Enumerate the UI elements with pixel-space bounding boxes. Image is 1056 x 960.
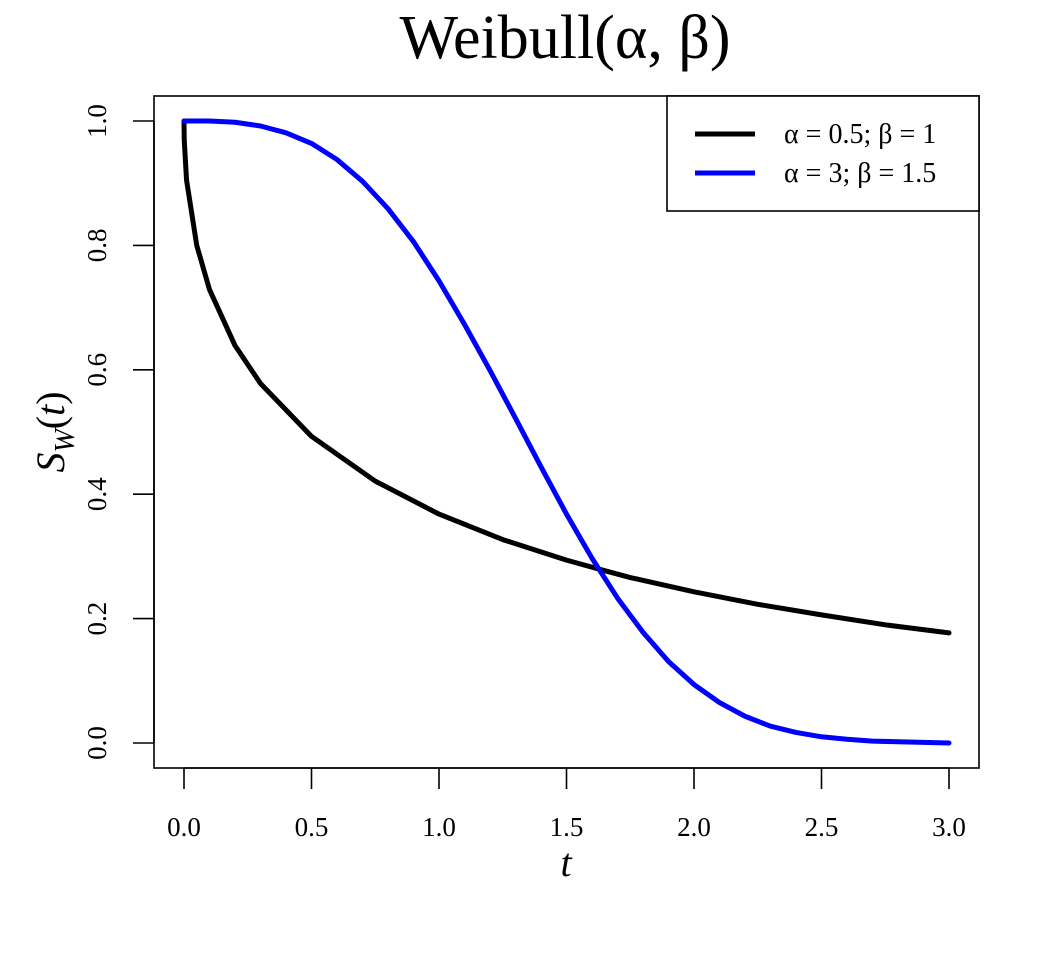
- y-axis-label: SW(t): [28, 391, 81, 472]
- x-axis: 0.0 0.5 1.0 1.5 2.0 2.5 3.0: [167, 767, 966, 842]
- x-tick-label: 2.0: [677, 812, 711, 842]
- y-axis-label-open: (: [28, 416, 73, 429]
- series-line-1: [181, 118, 952, 636]
- x-tick-label: 0.0: [167, 812, 201, 842]
- x-axis-label: t: [560, 840, 572, 885]
- x-tick-label: 0.5: [295, 812, 329, 842]
- y-axis: 0.0 0.2 0.4 0.6 0.8 1.0: [82, 104, 155, 760]
- x-tick-label: 1.5: [550, 812, 584, 842]
- y-tick-label: 0.8: [82, 229, 112, 263]
- y-tick-label: 0.2: [82, 602, 112, 636]
- legend-box: [666, 95, 980, 212]
- y-tick-label: 0.4: [82, 477, 112, 511]
- y-axis-label-sub: W: [50, 427, 81, 453]
- y-axis-label-main: S: [28, 453, 73, 473]
- legend-label-2: α = 3; β = 1.5: [784, 158, 936, 189]
- y-tick-label: 0.6: [82, 353, 112, 387]
- series-line-2: [181, 118, 952, 746]
- y-axis-label-arg: t: [28, 404, 73, 416]
- y-axis-label-close: ): [28, 391, 73, 404]
- y-tick-label: 0.0: [82, 726, 112, 760]
- chart-title: Weibull(α, β): [399, 4, 730, 72]
- x-tick-label: 1.0: [422, 812, 456, 842]
- x-tick-label: 3.0: [932, 812, 966, 842]
- legend: α = 0.5; β = 1 α = 3; β = 1.5: [666, 95, 980, 212]
- y-tick-label: 1.0: [82, 104, 112, 138]
- series-group: [181, 118, 952, 746]
- x-tick-label: 2.5: [805, 812, 839, 842]
- legend-label-1: α = 0.5; β = 1: [784, 119, 936, 150]
